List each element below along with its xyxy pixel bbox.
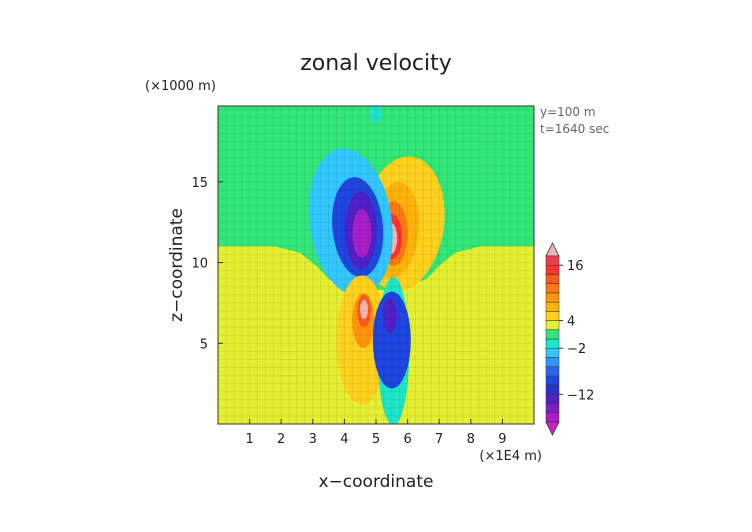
- x-tick-label: 1: [245, 432, 253, 447]
- colorbar-swatch: [545, 320, 560, 331]
- colorbar-swatch: [545, 274, 560, 284]
- colorbar-swatch: [545, 255, 560, 266]
- x-axis-label: x−coordinate: [319, 472, 434, 492]
- x-tick-label: 8: [467, 432, 475, 447]
- contour-region-10: [352, 209, 372, 258]
- colorbar-swatch: [545, 366, 560, 377]
- x-axis: 1 2 3 4 5 6 7 8 9: [245, 419, 507, 447]
- contour-region-17: [383, 298, 398, 334]
- y-axis: 5 10 15: [191, 176, 223, 352]
- colorbar-tick-label: 16: [567, 259, 584, 274]
- annotation-t: t=1640 sec: [540, 122, 609, 136]
- colorbar-swatch: [545, 403, 560, 414]
- x-unit-label: (×1E4 m): [479, 449, 542, 464]
- colorbar-tick-label: 4: [567, 315, 575, 330]
- colorbar-swatch: [545, 347, 560, 358]
- x-tick-label: 6: [403, 432, 411, 447]
- colorbar: 16 4 −2 −12: [545, 242, 594, 436]
- x-tick-label: 2: [277, 432, 285, 447]
- colorbar-swatch: [545, 412, 560, 423]
- colorbar-swatch: [545, 338, 560, 349]
- contour-region-18: [369, 106, 382, 124]
- colorbar-swatch: [545, 264, 560, 275]
- colorbar-swatch: [545, 357, 560, 367]
- colorbar-min-arrow: [545, 421, 560, 436]
- y-axis-label: z−coordinate: [167, 208, 187, 322]
- y-tick-label: 5: [200, 337, 208, 352]
- colorbar-swatch: [545, 292, 560, 303]
- colorbar-swatch: [545, 311, 560, 321]
- colorbar-swatch: [545, 394, 560, 404]
- x-tick-label: 5: [372, 432, 380, 447]
- chart-title: zonal velocity: [300, 51, 452, 76]
- x-tick-label: 9: [498, 432, 506, 447]
- contour-region-16: [372, 291, 411, 389]
- colorbar-swatch: [545, 301, 560, 312]
- y-tick-label: 15: [191, 176, 208, 191]
- x-tick-label: 3: [309, 432, 317, 447]
- colorbar-tick-label: −2: [567, 342, 586, 357]
- contour-field: [218, 106, 534, 424]
- y-tick-label: 10: [191, 257, 208, 272]
- x-tick-label: 7: [435, 432, 443, 447]
- y-unit-label: (×1000 m): [145, 79, 216, 94]
- colorbar-swatch: [545, 329, 560, 340]
- colorbar-swatch: [545, 283, 560, 294]
- colorbar-tick-label: −12: [567, 388, 594, 403]
- colorbar-max-arrow: [545, 242, 560, 257]
- plot-grid: [218, 106, 534, 424]
- colorbar-swatch: [545, 375, 560, 386]
- colorbar-swatch: [545, 384, 560, 395]
- contour-region-14: [359, 299, 369, 320]
- annotation-y: y=100 m: [540, 105, 596, 119]
- x-tick-label: 4: [340, 432, 348, 447]
